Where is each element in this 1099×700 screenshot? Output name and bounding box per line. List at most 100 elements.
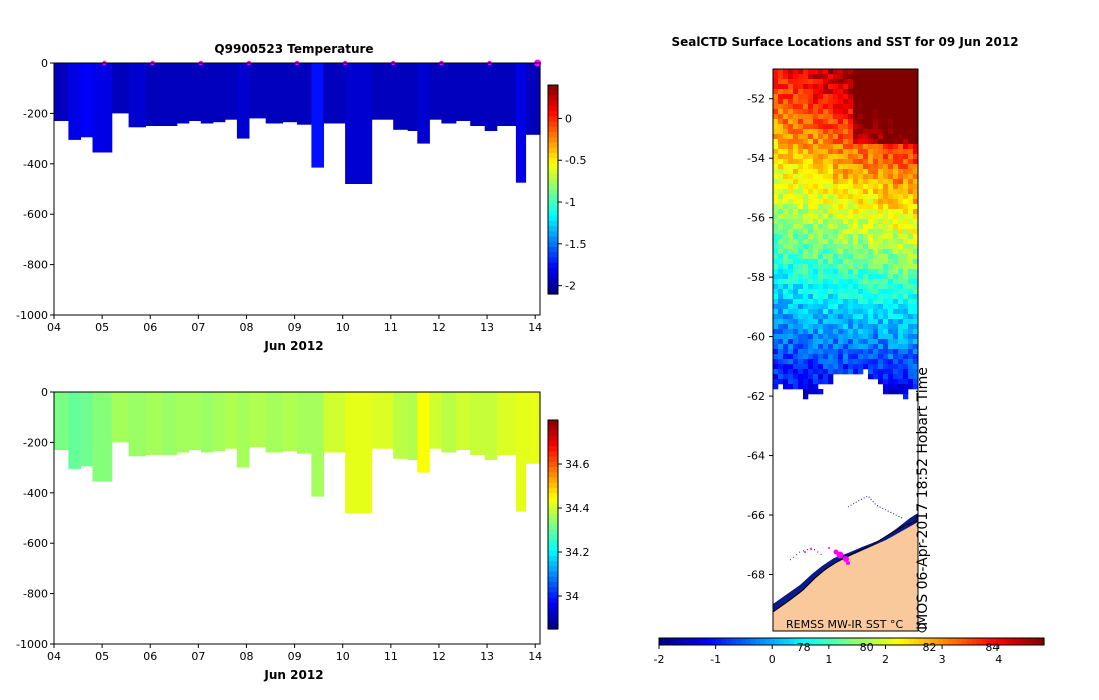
sst-cell [908,159,914,165]
sst-cell [908,179,914,185]
sst-cell [858,204,864,210]
sst-cell [828,269,834,275]
sst-cell [863,209,869,215]
sst-cell [898,109,904,115]
sst-cell [818,164,824,170]
sst-cell [878,79,884,85]
sst-colorbar-segment [697,638,703,645]
sst-cell [913,154,918,160]
sst-cell [853,299,859,305]
sst-cell [773,314,779,320]
sst-cell [788,309,794,315]
sst-cell [848,204,854,210]
sst-colorbar-segment [769,638,776,645]
sst-cell [823,269,829,275]
sst-cell [878,199,884,205]
sst-cell [818,174,824,180]
sst-cell [853,234,859,240]
sst-cell [888,254,894,260]
sst-colorbar-tick-label: 4 [995,653,1002,666]
sst-cell [863,284,869,290]
sst-cell [903,134,909,140]
sst-cell [883,324,889,330]
sst-cell [913,74,918,80]
sst-cell [848,304,854,310]
sst-cell [848,299,854,305]
sst-cell [858,159,864,165]
sst-cell [818,229,824,235]
sst-cell [793,239,799,245]
sst-cell [853,229,859,235]
sst-cell [778,374,784,380]
sst-colorbar-segment [687,638,694,645]
sst-cell [833,359,839,365]
colorbar-segment [548,179,558,185]
sst-cell [913,79,918,85]
sst-cell [903,144,909,150]
sst-cell [818,364,824,370]
sst-cell [883,259,889,265]
sst-cell [858,209,864,215]
sst-cell [878,204,884,210]
sst-cell [778,349,784,355]
sst-cell [903,289,909,295]
sst-cell [773,224,779,230]
sst-cell [878,89,884,95]
sst-cell [913,274,918,280]
sst-cell [828,94,834,100]
sst-cell [838,144,844,150]
sst-cell [783,339,789,345]
sst-cell [803,254,809,260]
sst-cell [908,259,914,265]
sst-cell [913,329,918,335]
sst-cell [793,344,799,350]
sst-cell [908,129,914,135]
sst-cell [853,259,859,265]
sst-cell [793,184,799,190]
profile-cell [248,392,267,448]
sst-cell [893,224,899,230]
sst-cell [828,259,834,265]
sst-cell [823,294,829,300]
sst-cell [848,214,854,220]
sst-cell [888,249,894,255]
sst-cell [813,109,819,115]
sst-cell [828,154,834,160]
sst-cell [873,244,879,250]
sst-cell [788,334,794,340]
sst-cell [863,264,869,270]
sst-cell [783,239,789,245]
profile-cell [393,63,409,130]
sst-cell [858,229,864,235]
sst-cell [828,89,834,95]
sst-cell [853,339,859,345]
sst-cell [783,89,789,95]
sst-cell [783,349,789,355]
sst-cell [893,154,899,160]
sst-cell [903,234,909,240]
sst-cell [803,119,809,125]
colorbar-segment [548,534,558,541]
x-tick-label: 10 [336,650,350,663]
ice-speckle-outline [847,495,903,519]
sst-colorbar-segment [673,638,679,645]
sst-cell [823,299,829,305]
sst-cell [848,134,854,140]
sst-cell [773,289,779,295]
sst-cell [778,364,784,370]
sst-cell [908,339,914,345]
profile-cell [54,392,69,450]
sst-cell [893,379,899,385]
sst-cell [873,334,879,340]
sst-colorbar-segment [721,638,727,645]
profile-cell [188,63,202,121]
colorbar-segment [548,194,558,201]
sst-cell [818,339,824,345]
colorbar-segment [548,550,558,557]
sst-cell [883,309,889,315]
sst-cell [808,114,814,120]
sst-cell [873,294,879,300]
sst-cell [823,104,829,110]
sst-cell [873,374,879,380]
sst-cell [813,219,819,225]
